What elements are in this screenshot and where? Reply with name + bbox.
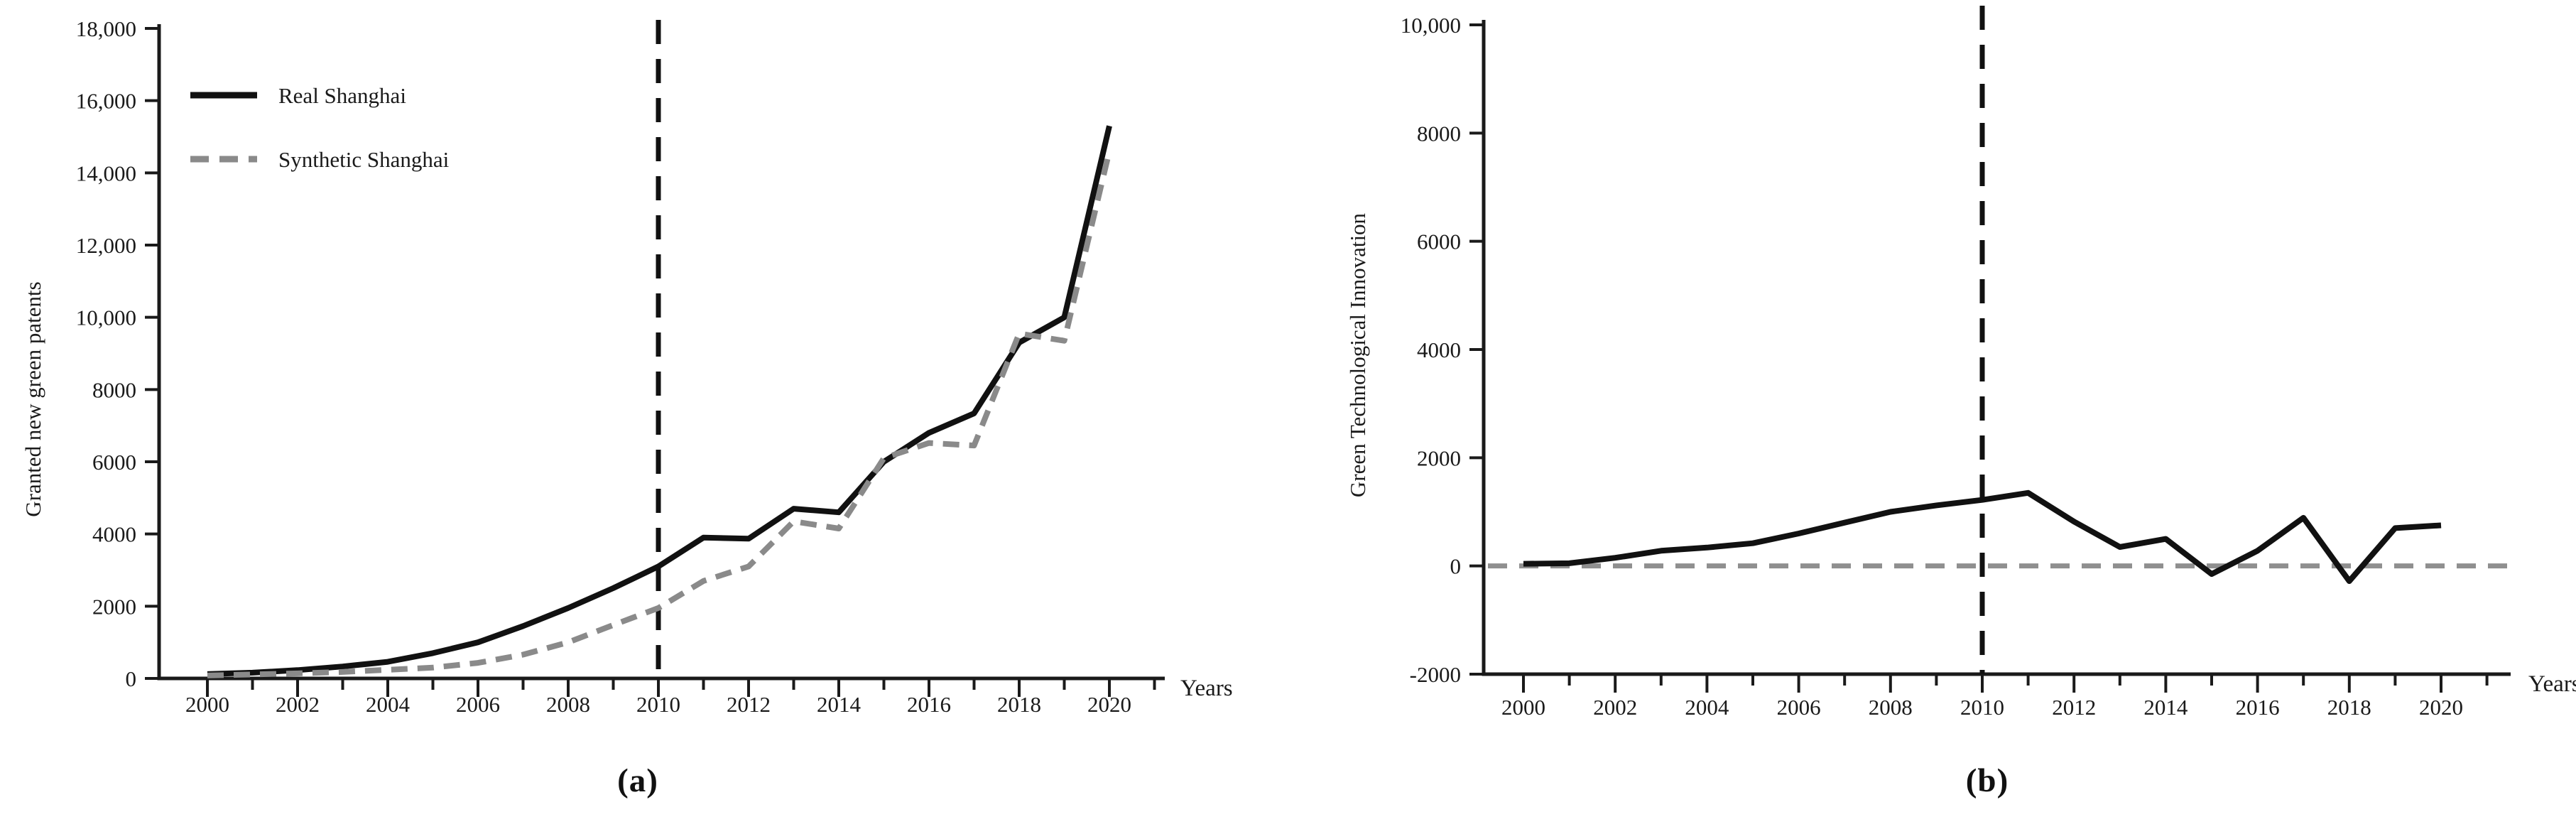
y-tick-label: 8000 xyxy=(92,377,136,402)
y-tick-label: 4000 xyxy=(1417,337,1461,362)
x-tick-label: 2004 xyxy=(366,692,411,717)
x-tick-label: 2016 xyxy=(2236,695,2280,720)
gap-line xyxy=(1523,489,2442,584)
x-tick-label: 2014 xyxy=(2143,695,2188,720)
x-tick-label: 2002 xyxy=(276,692,320,717)
x-tick-label: 2006 xyxy=(456,692,500,717)
x-tick-label: 2012 xyxy=(727,692,771,717)
x-tick-label: 2014 xyxy=(817,692,862,717)
x-tick-label: 2010 xyxy=(1960,695,2004,720)
x-tick-label: 2000 xyxy=(1501,695,1545,720)
x-tick-label: 2020 xyxy=(2419,695,2463,720)
x-tick-label: 2018 xyxy=(997,692,1041,717)
y-tick-label: 12,000 xyxy=(76,233,136,258)
y-tick-label: 0 xyxy=(1450,554,1462,579)
panel-b: -2000 0 2000 4000 6000 8000 10,000 2000 2002 2004… xyxy=(1345,6,2576,720)
x-tick-label: 2010 xyxy=(636,692,680,717)
x-tick-label: 2000 xyxy=(185,692,229,717)
y-tick-label: 6000 xyxy=(92,450,136,475)
x-tick-label: 2008 xyxy=(546,692,590,717)
x-ticks: 2000 2002 2004 2006 2008 2010 2012 2014 2016 2018… xyxy=(1501,674,2489,720)
x-tick-label: 2008 xyxy=(1869,695,1913,720)
y-ticks: 0 2000 4000 6000 8000 10,000 12,000 14,000 16,00… xyxy=(76,16,159,691)
legend-label: Real Shanghai xyxy=(278,83,406,108)
real-shanghai-line xyxy=(207,125,1112,677)
y-tick-label: 2000 xyxy=(92,594,136,619)
y-axis-title: Green Technological Innovation xyxy=(1345,212,1370,497)
y-tick-label: 10,000 xyxy=(76,305,136,330)
x-tick-label: 2016 xyxy=(907,692,951,717)
x-axis-title: Years xyxy=(1180,676,1233,701)
y-tick-label: 8000 xyxy=(1417,121,1461,146)
x-tick-label: 2012 xyxy=(2052,695,2096,720)
x-tick-label: 2004 xyxy=(1685,695,1729,720)
panel-b-caption: (b) xyxy=(1965,762,2009,799)
y-tick-label: 2000 xyxy=(1417,445,1461,470)
y-tick-label: 4000 xyxy=(92,522,136,547)
x-tick-label: 2020 xyxy=(1087,692,1131,717)
legend-label: Synthetic Shanghai xyxy=(278,147,450,172)
y-tick-label: 0 xyxy=(126,666,137,691)
y-tick-label: 16,000 xyxy=(76,89,136,114)
y-axis-title: Granted new green patents xyxy=(21,281,45,516)
x-tick-label: 2018 xyxy=(2327,695,2371,720)
y-tick-label: 18,000 xyxy=(76,16,136,41)
synthetic-shanghai-line xyxy=(207,150,1112,678)
y-ticks: -2000 0 2000 4000 6000 8000 10,000 xyxy=(1401,13,1484,687)
panel-a-caption: (a) xyxy=(617,762,658,799)
y-tick-label: -2000 xyxy=(1410,662,1461,687)
x-tick-label: 2002 xyxy=(1593,695,1637,720)
panel-a: 0 2000 4000 6000 8000 10,000 12,000 14,000 16,00… xyxy=(21,16,1233,717)
y-tick-label: 14,000 xyxy=(76,161,136,185)
y-tick-label: 10,000 xyxy=(1401,13,1461,38)
x-tick-label: 2006 xyxy=(1777,695,1821,720)
y-tick-label: 6000 xyxy=(1417,229,1461,254)
legend: Real Shanghai Synthetic Shanghai xyxy=(190,83,450,172)
x-axis-title: Years xyxy=(2528,671,2576,697)
x-ticks: 2000 2002 2004 2006 2008 2010 2012 2014 2016 2018… xyxy=(185,678,1156,717)
